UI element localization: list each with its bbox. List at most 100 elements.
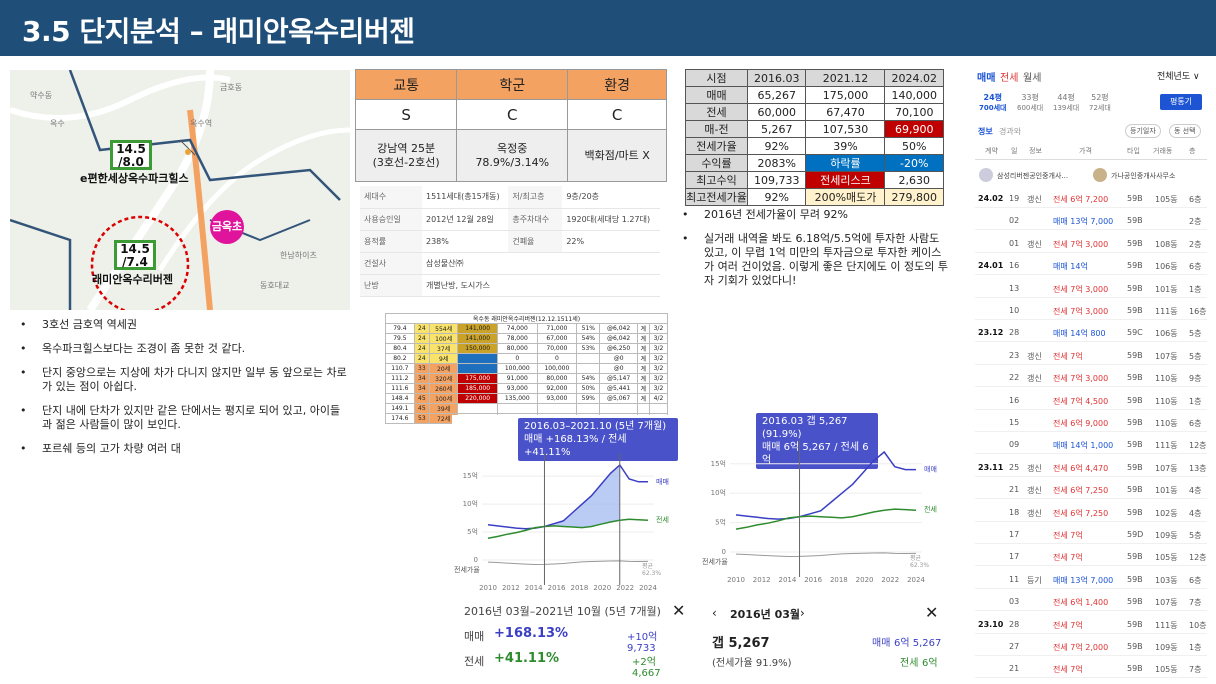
table-row[interactable]: 17 전세 7억 59B 105동 12층 bbox=[975, 548, 1207, 567]
sheet-cell: 3/2 bbox=[648, 353, 669, 364]
table-row[interactable]: 23.12 28 매매 14억 800 59C 106동 5층 bbox=[975, 324, 1207, 343]
sheet-cell: 45 bbox=[413, 393, 430, 404]
size-tab[interactable]: 24평 700세대 bbox=[979, 93, 1007, 112]
sheet-cell: 149.1 bbox=[385, 403, 415, 414]
info-key: 사용승인일 bbox=[360, 208, 422, 231]
row-cell: 12층 bbox=[1189, 441, 1207, 451]
size-tab[interactable]: 33평 600세대 bbox=[1017, 93, 1044, 112]
sheet-cell: 9세 bbox=[428, 353, 459, 364]
row-cell: 106동 bbox=[1155, 262, 1178, 272]
row-cell: 59B bbox=[1127, 619, 1143, 629]
sheet-cell: @6,042 bbox=[599, 333, 638, 344]
size-tab[interactable]: 52평 72세대 bbox=[1089, 93, 1111, 112]
row-cell: 18 bbox=[1009, 507, 1020, 517]
row-cell: 갱신 bbox=[1027, 239, 1042, 249]
agent-avatar bbox=[979, 168, 993, 182]
close-icon[interactable]: ✕ bbox=[672, 601, 686, 620]
row-cell: 전세 6억 4,470 bbox=[1053, 463, 1109, 473]
info-value: 1511세대(총15개동) bbox=[422, 186, 509, 209]
next-arrow-icon[interactable]: › bbox=[800, 606, 805, 620]
sheet-cell: @5,067 bbox=[599, 393, 638, 404]
info-value: 개별난방, 도시가스 bbox=[422, 274, 509, 297]
table-row[interactable]: 27 전세 7억 2,000 59B 109동 1층 bbox=[975, 638, 1207, 656]
row-cell: 13층 bbox=[1189, 463, 1207, 473]
row-cell: 111동 bbox=[1155, 620, 1178, 630]
sheet-cell: 3/2 bbox=[648, 363, 669, 374]
agent-name[interactable]: 가나공인중개사사무소 bbox=[1111, 172, 1176, 180]
table-row[interactable]: 10 전세 7억 3,000 59B 111동 16층 bbox=[975, 302, 1207, 320]
row-cell: 갱신 bbox=[1027, 351, 1042, 361]
agent-name[interactable]: 삼성리버젠공인중개사... bbox=[997, 172, 1069, 180]
sheet-cell: 24 bbox=[413, 333, 430, 344]
table-row[interactable]: 02 매매 13억 7,000 59B 2층 bbox=[975, 212, 1207, 231]
row-cell: 전세 7억 2,000 bbox=[1053, 643, 1109, 652]
y-tick-label: 15억 bbox=[711, 460, 726, 468]
row-cell: 15 bbox=[1009, 418, 1020, 427]
sheet-cell: 37세 bbox=[428, 343, 459, 354]
dong-button[interactable]: 동 선택 bbox=[1169, 124, 1201, 138]
row-cell: 102동 bbox=[1155, 508, 1178, 518]
sheet-cell: 54% bbox=[576, 373, 601, 384]
tab-sale[interactable]: 매매 bbox=[977, 73, 996, 84]
table-row[interactable]: 24.01 16 매매 14억 59B 106동 6층 bbox=[975, 257, 1207, 276]
row-cell: 2층 bbox=[1189, 217, 1202, 227]
table-row[interactable]: 21 전세 7억 59B 105동 7층 bbox=[975, 660, 1207, 679]
size-tab[interactable]: 44평 139세대 bbox=[1053, 93, 1080, 112]
transaction-list: 매매 전세 월세 전체년도 ∨ 24평 700세대 33평 600세대 44평 139… bbox=[975, 64, 1207, 684]
row-cell: 59B bbox=[1127, 261, 1143, 271]
table-row[interactable]: 17 전세 7억 59D 109동 5층 bbox=[975, 526, 1207, 544]
table-row[interactable]: 23.11 25 갱신 전세 6억 4,470 59B 107동 13층 bbox=[975, 459, 1207, 477]
sheet-cell: 141,000 bbox=[457, 333, 498, 344]
x-tick-label: 2016 bbox=[804, 576, 822, 584]
table-row[interactable]: 23 갱신 전세 7억 59B 107동 5층 bbox=[975, 347, 1207, 365]
row-cell: 16 bbox=[1009, 261, 1020, 271]
bullet: 단지 내에 단차가 있지만 같은 단에서는 평지로 되어 있고, 아이들과 젊은… bbox=[18, 404, 348, 432]
table-row[interactable]: 18 갱신 전세 6억 7,250 59B 102동 4층 bbox=[975, 504, 1207, 522]
info-tab[interactable]: 정보 bbox=[978, 127, 993, 136]
row-cell: 109동 bbox=[1155, 643, 1178, 652]
y-tick-label: 5억 bbox=[715, 519, 726, 527]
sheet-cell: @6,250 bbox=[599, 343, 638, 354]
prev-arrow-icon[interactable]: ‹ bbox=[712, 606, 717, 620]
bullet: 단지 중앙으로는 지상에 차가 다니지 않지만 일부 동 앞으로는 차로가 있는… bbox=[18, 366, 348, 394]
row-cell: 갱신 bbox=[1027, 486, 1042, 496]
row-cell: 23.12 bbox=[978, 328, 1004, 338]
close-icon[interactable]: ✕ bbox=[925, 603, 939, 622]
table-row[interactable]: 16 전세 7억 4,500 59B 110동 1층 bbox=[975, 392, 1207, 410]
sheet-cell: 135,000 bbox=[496, 393, 538, 404]
table-row[interactable]: 03 전세 6억 1,400 59B 107동 7층 bbox=[975, 593, 1207, 612]
table-row[interactable]: 01 갱신 전세 7억 3,000 59B 108동 2층 bbox=[975, 235, 1207, 253]
row-cell: 59B bbox=[1127, 350, 1143, 360]
sheet-cell: 148.4 bbox=[385, 393, 415, 404]
detail-jeonse-amt: +2억 4,667 bbox=[632, 657, 661, 679]
map-place: 옥수역 bbox=[190, 119, 213, 128]
sheet-cell: 계 bbox=[636, 373, 650, 384]
table-row[interactable]: 22 갱신 전세 7억 3,000 59B 110동 9층 bbox=[975, 369, 1207, 388]
row-cell: 갱신 bbox=[1027, 374, 1042, 384]
map: 약수동 옥수 한남하이츠 동호대교 옥수역 금호동 14.5/8.0 e편한세상… bbox=[10, 70, 350, 310]
tab-jeonse[interactable]: 전세 bbox=[1000, 73, 1019, 84]
table-row[interactable]: 09 매매 14억 1,000 59B 111동 12층 bbox=[975, 436, 1207, 455]
table-row[interactable]: 23.10 28 전세 7억 59B 111동 10층 bbox=[975, 616, 1207, 634]
table-row[interactable]: 11 등기 매매 13억 7,000 59B 103동 6층 bbox=[975, 571, 1207, 589]
table-row[interactable]: 13 전세 7억 3,000 59B 101동 1층 bbox=[975, 280, 1207, 298]
table-row[interactable]: 24.02 19 갱신 전세 6억 7,200 59B 105동 6층 bbox=[975, 190, 1207, 208]
tab-monthly[interactable]: 월세 bbox=[1023, 73, 1042, 84]
pyeong-button[interactable]: 평통기 bbox=[1160, 94, 1202, 110]
row-cell: 전세 7억 bbox=[1053, 351, 1083, 361]
y-tick-label: 10억 bbox=[463, 500, 478, 508]
table-row[interactable]: 21 갱신 전세 6억 7,250 59B 101동 4층 bbox=[975, 481, 1207, 500]
date-button[interactable]: 등기일자 bbox=[1125, 124, 1161, 138]
sheet-cell: 100,000 bbox=[496, 363, 538, 374]
row-cell: 7층 bbox=[1189, 598, 1202, 608]
avg-label: 평균 bbox=[642, 562, 654, 570]
price-cell: 107,530 bbox=[805, 120, 886, 138]
row-cell: 59B bbox=[1127, 194, 1143, 203]
bullet: 포르쉐 등의 고가 차량 여러 대 bbox=[18, 442, 348, 456]
row-cell: 전세 7억 3,000 bbox=[1053, 239, 1109, 249]
jeonse-line bbox=[735, 508, 917, 530]
row-cell: 11 bbox=[1009, 574, 1020, 584]
table-row[interactable]: 15 전세 6억 9,000 59B 110동 6층 bbox=[975, 414, 1207, 432]
year-select[interactable]: 전체년도 ∨ bbox=[1157, 72, 1200, 82]
detail-sale-label: 매매 bbox=[872, 638, 891, 649]
